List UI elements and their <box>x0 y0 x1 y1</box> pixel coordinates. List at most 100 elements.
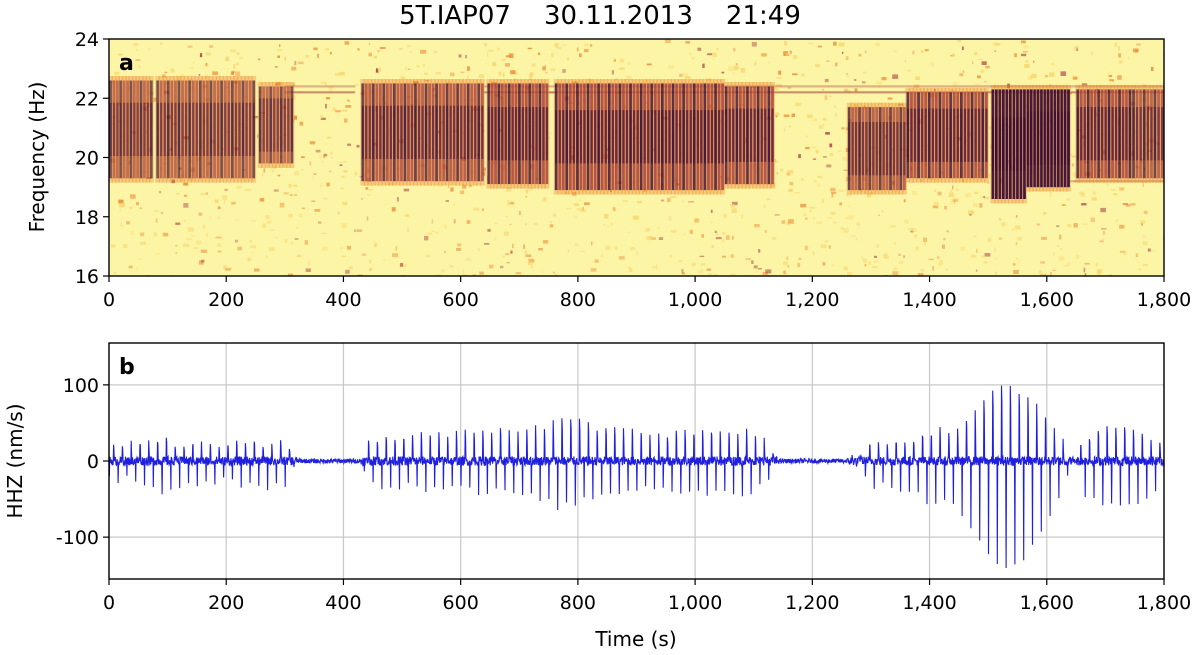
spectrogram-noise-speck <box>542 271 544 273</box>
spectrogram-noise-speck <box>842 156 849 161</box>
spectrogram-noise-speck <box>268 149 270 152</box>
spectrogram-pulse-core <box>735 108 738 162</box>
spectrogram-noise-speck <box>194 152 196 157</box>
spectrogram-noise-speck <box>1072 75 1075 78</box>
spectrogram-noise-speck <box>1106 183 1109 186</box>
spectrogram-noise-speck <box>818 125 824 129</box>
spectrogram-noise-speck <box>323 153 328 157</box>
spectrogram-pulse <box>199 80 202 179</box>
spectrogram-pulse-core <box>1094 107 1097 161</box>
spectrogram-pulse-core <box>382 105 385 159</box>
spectrogram-noise-speck <box>506 261 510 264</box>
spectrogram-noise-speck <box>407 227 410 233</box>
spectrogram-noise-speck <box>1136 43 1141 46</box>
spectrogram-noise-speck <box>912 191 917 196</box>
spectrogram-pulse-core <box>618 110 622 164</box>
spectrogram-pulse-core <box>721 110 724 164</box>
spectrogram-noise-speck <box>212 71 218 75</box>
spectrogram-pulse-core <box>889 122 892 176</box>
spectrogram-noise-speck <box>1083 161 1090 164</box>
spectrogram-noise-speck <box>787 170 794 174</box>
spectrogram-noise-speck <box>854 104 858 108</box>
spectrogram-noise-speck <box>701 234 704 238</box>
spectrogram-noise-speck <box>723 213 727 218</box>
spectrogram-noise-speck <box>130 194 136 199</box>
spectrogram-pulse-core <box>906 108 909 162</box>
spectrogram-pulse-core <box>174 102 177 156</box>
spectrogram-noise-speck <box>841 127 845 130</box>
spectrogram-noise-speck <box>959 73 964 77</box>
spectrogram-noise-speck <box>584 202 590 206</box>
spectrogram-noise-speck <box>128 265 133 269</box>
spectrogram-noise-speck <box>1021 40 1026 44</box>
spectrogram-noise-speck <box>985 65 990 69</box>
spectrogram-noise-speck <box>1073 172 1077 177</box>
spectrogram-noise-speck <box>619 58 625 63</box>
spectrogram-noise-speck <box>226 86 229 89</box>
spectrogram-noise-speck <box>345 105 352 108</box>
spectrogram-noise-speck <box>979 169 983 171</box>
spectrogram-noise-speck <box>694 218 700 223</box>
spectrogram-noise-speck <box>274 165 277 169</box>
spectrogram-noise-speck <box>198 212 203 216</box>
spectrogram-pulse-core <box>1047 111 1050 165</box>
spectrogram-noise-speck <box>635 125 637 130</box>
spectrogram-pulse-core <box>558 110 561 164</box>
spectrogram-noise-speck <box>823 118 827 121</box>
spectrogram-noise-speck <box>791 113 795 117</box>
spectrogram-noise-speck <box>261 173 264 177</box>
spectrogram-pulse-core <box>750 108 753 162</box>
spectrogram-pulse-core <box>718 110 721 164</box>
spectrogram-noise-speck <box>753 265 758 269</box>
spectrogram-noise-speck <box>209 216 211 218</box>
spectrogram-noise-speck <box>501 58 506 62</box>
spectrogram-pulse <box>234 80 238 179</box>
spectrogram-noise-speck <box>294 115 297 120</box>
spectrogram-noise-speck <box>973 52 977 56</box>
spectrogram-pulse <box>269 86 273 164</box>
y-tick-label: 24 <box>75 29 99 51</box>
spectrogram-noise-speck <box>847 272 852 276</box>
spectrogram-pulse-core <box>935 108 938 162</box>
spectrogram-pulse <box>126 80 129 179</box>
spectrogram-pulse <box>146 80 150 179</box>
spectrogram-noise-speck <box>153 210 159 212</box>
spectrogram-noise-speck <box>876 243 879 248</box>
spectrogram-pulse-core <box>515 107 518 161</box>
spectrogram-noise-speck <box>153 97 157 102</box>
spectrogram-noise-speck <box>864 263 867 267</box>
spectrogram-noise-speck <box>275 236 277 239</box>
spectrogram-noise-speck <box>843 266 849 271</box>
spectrogram-pulse-core <box>379 105 382 159</box>
spectrogram-pulse <box>129 80 133 179</box>
spectrogram-noise-speck <box>582 207 584 211</box>
spectrogram-noise-speck <box>730 204 735 208</box>
spectrogram-noise-speck <box>119 209 121 212</box>
spectrogram-pulse-core <box>746 108 749 162</box>
spectrogram-noise-speck <box>505 55 512 58</box>
spectrogram-pulse <box>276 86 280 164</box>
spectrogram-noise-speck <box>956 188 958 191</box>
spectrogram-noise-speck <box>1079 191 1084 195</box>
spectrogram-noise-speck <box>1103 230 1105 235</box>
spectrogram-noise-speck <box>962 70 965 73</box>
spectrogram-noise-speck <box>768 61 770 64</box>
spectrogram-noise-speck <box>202 224 206 229</box>
spectrogram-noise-speck <box>110 244 116 248</box>
spectrogram-noise-speck <box>868 192 874 195</box>
spectrogram-noise-speck <box>1041 187 1044 190</box>
spectrogram-noise-speck <box>848 215 854 220</box>
spectrogram-pulse-core <box>361 105 364 159</box>
spectrogram-noise-speck <box>1053 252 1055 256</box>
spectrogram-pulse-core <box>587 110 590 164</box>
spectrogram-noise-speck <box>878 85 881 88</box>
spectrogram-noise-speck <box>628 266 631 269</box>
spectrogram-noise-speck <box>589 44 593 47</box>
spectrogram-noise-speck <box>120 135 125 138</box>
spectrogram-noise-speck <box>755 59 757 65</box>
spectrogram-noise-speck <box>214 199 219 203</box>
spectrogram-noise-speck <box>875 42 880 46</box>
spectrogram-noise-speck <box>981 61 987 65</box>
spectrogram-noise-speck <box>235 71 241 76</box>
spectrogram-noise-speck <box>700 269 704 274</box>
